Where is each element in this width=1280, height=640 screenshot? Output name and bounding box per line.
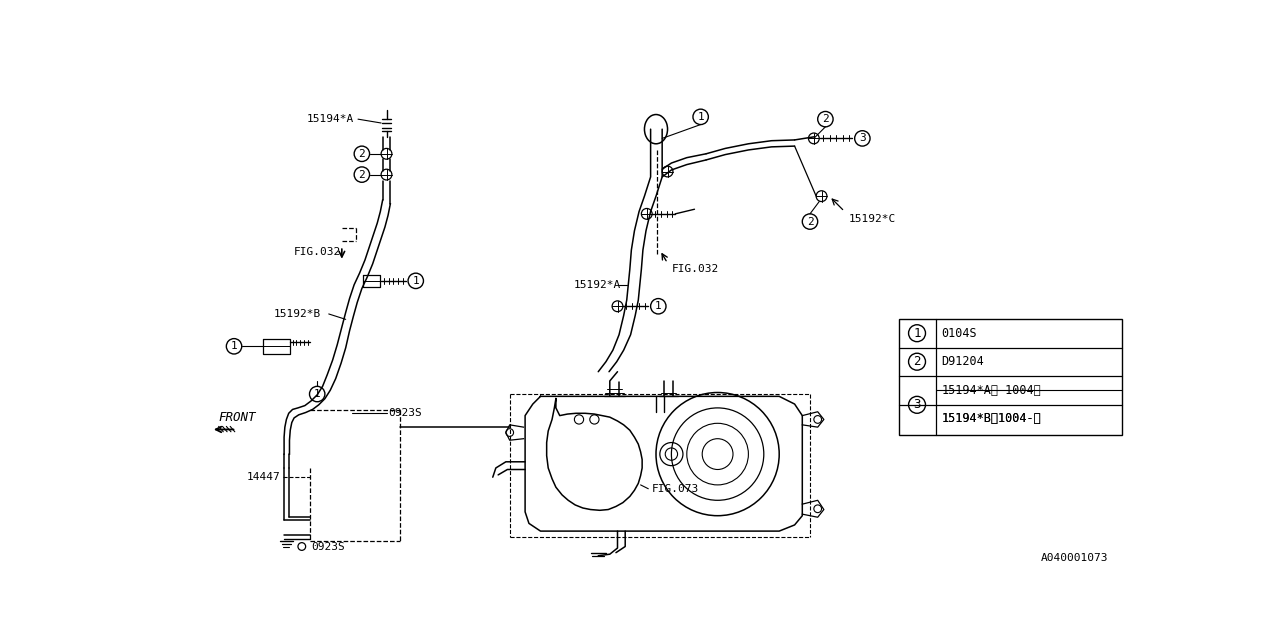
Text: D91204: D91204 xyxy=(942,355,984,368)
Text: 15194*A: 15194*A xyxy=(306,114,353,124)
Text: 1: 1 xyxy=(314,389,320,399)
Text: 2: 2 xyxy=(914,355,920,368)
Text: FIG.073: FIG.073 xyxy=(652,484,699,493)
Text: 1: 1 xyxy=(412,276,419,286)
Text: 15192*B: 15192*B xyxy=(274,309,320,319)
Text: 1: 1 xyxy=(698,112,704,122)
Text: 1: 1 xyxy=(914,326,920,340)
Text: 15194*B（1004-）: 15194*B（1004-） xyxy=(942,412,1042,425)
Text: 14447: 14447 xyxy=(246,472,280,482)
Text: 2: 2 xyxy=(806,216,813,227)
Text: 15194*A（-1004）: 15194*A（-1004） xyxy=(942,384,1042,397)
Text: 1: 1 xyxy=(230,341,237,351)
Text: A040001073: A040001073 xyxy=(1041,553,1108,563)
Text: 0104S: 0104S xyxy=(942,326,978,340)
Text: 1: 1 xyxy=(655,301,662,311)
Text: 3: 3 xyxy=(859,133,865,143)
Text: FIG.032: FIG.032 xyxy=(294,247,342,257)
Bar xyxy=(899,319,1121,435)
Text: 15192*A: 15192*A xyxy=(573,280,621,290)
Text: FIG.032: FIG.032 xyxy=(672,264,718,275)
Text: 15192*C: 15192*C xyxy=(849,214,896,224)
Text: 15194*B（1004-）: 15194*B（1004-） xyxy=(942,412,1042,425)
Text: 2: 2 xyxy=(358,148,365,159)
Text: 0923S: 0923S xyxy=(388,408,422,417)
Text: 2: 2 xyxy=(358,170,365,180)
Text: FRONT: FRONT xyxy=(219,412,256,424)
Text: 0923S: 0923S xyxy=(311,541,344,552)
Text: 2: 2 xyxy=(822,114,828,124)
Text: 3: 3 xyxy=(914,398,920,412)
